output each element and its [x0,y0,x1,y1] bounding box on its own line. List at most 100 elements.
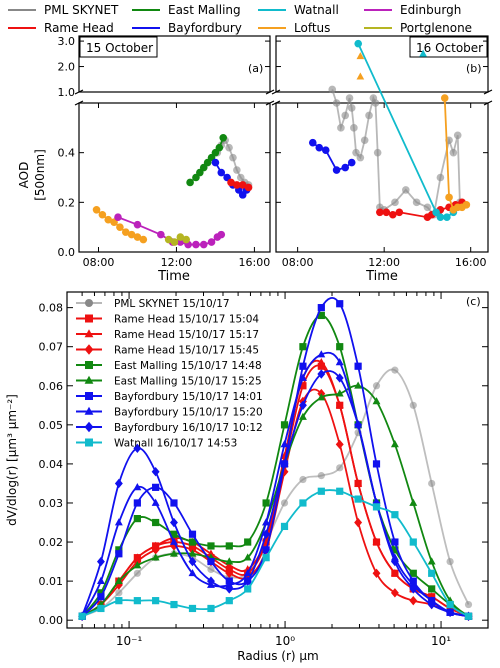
axis-break-mark [265,89,275,95]
psd-point-pml [336,464,344,472]
psd-point-rame [225,561,234,569]
psd-point-east [115,546,123,554]
data-point-pml [352,148,360,157]
psd-point-wat [244,585,252,593]
legend-label: Portglenone [400,21,472,35]
data-point-pml [233,166,241,174]
psd-point-east [390,440,399,448]
panel-c-tag: (c) [466,295,481,308]
top-legend-entry: Bayfordbury [132,21,242,35]
psd-point-bay [133,443,142,453]
x-tick-label: 16:00 [239,256,271,269]
psd-point-bay [115,550,123,558]
psd-point-east [151,553,160,561]
data-point-pml [328,85,337,94]
data-point-edin [199,240,208,249]
psd-point-wat [464,612,473,620]
psd-point-bay [335,373,344,383]
psd-point-rame [354,517,363,528]
x-tick-label: 10¹ [431,634,451,648]
psd-line-bay [81,351,469,618]
legend-label: Bayfordbury [168,21,242,35]
psd-point-east [97,589,105,597]
axis-break-mark [483,89,493,95]
legend-label: PML SKYNET [44,3,119,17]
psd-line-wat [81,489,469,618]
psd-point-wat [152,597,160,605]
y-tick-label: 0.03 [39,497,64,510]
psd-point-east [298,412,307,420]
psd-point-wat [299,499,307,507]
data-point-loft [462,201,471,209]
y-tick-label: 0.2 [58,196,76,209]
psd-point-rame [151,545,160,555]
psd-point-wat [354,495,362,503]
y-tick-label: 0.0 [58,246,76,259]
data-point-loft [98,210,107,219]
psd-point-wat [446,600,454,609]
psd-point-bay [188,568,197,577]
psd-point-rame [114,580,123,590]
psd-point-pml [207,565,215,573]
data-point-port [170,238,179,246]
psd-point-rame [299,382,307,390]
panel-b-lower-frame [275,102,489,253]
data-point-edin [207,238,216,246]
psd-point-bay [354,420,363,430]
psd-point-bay [97,593,105,601]
panel-a-ylabel: AOD [17,162,31,189]
axis-break-mark [271,100,281,106]
marker-wat [419,49,427,57]
axis-break-mark [265,100,275,106]
legend-label: PML SKYNET 15/10/17 [114,298,230,310]
panel-c-legend-entry: Bayfordbury 15/10/17 15:20 [76,407,263,419]
x-tick-label: 10⁻¹ [116,634,143,648]
legend-label: East Malling [168,3,241,17]
data-point-rame [395,208,404,217]
psd-point-east [262,499,270,507]
data-point-pml [332,99,341,107]
data-point-pml [412,198,421,207]
psd-point-bay [262,546,270,554]
legend-label: Watnall [294,3,339,17]
axis-break-mark [74,100,84,106]
top-legend-entry: Portglenone [364,21,472,35]
psd-point-bay [133,483,142,491]
psd-point-rame [390,588,399,598]
y-tick-label: 0.06 [39,380,64,393]
data-point-pml [225,143,233,152]
legend-label: East Malling 15/10/17 14:48 [114,360,262,372]
psd-series-group [78,297,473,621]
psd-point-wat [207,604,215,613]
psd-point-east [114,576,123,584]
data-point-rame [389,210,397,219]
date-label-a: 15 October [86,41,153,55]
data-point-port [182,235,190,244]
legend-label: Rame Head 15/10/17 15:45 [114,345,259,357]
psd-point-bay [114,478,123,489]
psd-point-bay [207,557,215,566]
psd-point-bay [409,584,418,594]
psd-point-east [280,421,289,429]
top-legend-entry: East Malling [132,3,241,17]
x-tick-label: 16:00 [455,256,487,269]
date-box-a [79,36,158,58]
data-point-edin [114,213,122,222]
psd-point-east [152,518,160,527]
psd-point-rame [390,568,399,577]
psd-point-bay [299,362,307,370]
psd-point-bay [114,518,123,526]
legend-label: Bayfordbury 15/10/17 14:01 [114,391,263,403]
axis-break-mark [271,89,281,95]
y-tick-label: 0.02 [39,536,64,549]
psd-point-wat [133,597,141,605]
legend-label: Bayfordbury 16/10/17 10:12 [114,422,263,434]
top-legend-entry: PML SKYNET [8,3,119,17]
data-point-east [215,143,224,152]
psd-point-wat [280,522,289,531]
psd-point-east [428,585,436,593]
psd-point-rame [372,568,381,578]
top-legend-entry: Edinburgh [364,3,461,17]
psd-point-bay [225,584,234,594]
